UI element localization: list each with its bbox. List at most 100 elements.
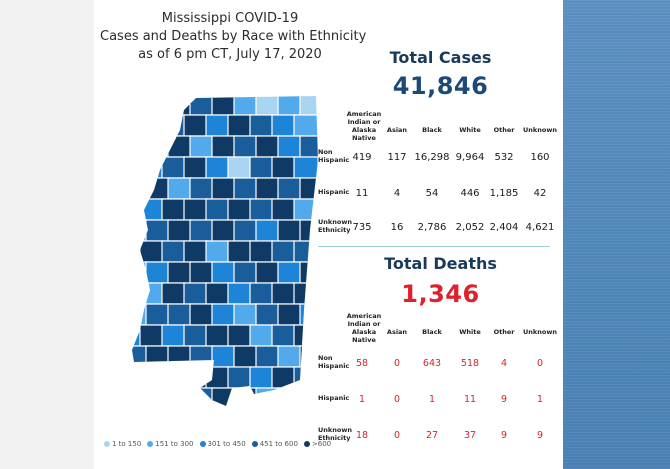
county-shape — [227, 324, 253, 347]
title-line-1: Mississippi COVID-19 — [161, 11, 299, 26]
table-cell: 1 — [428, 394, 436, 405]
county-shape — [277, 177, 303, 200]
county-shape — [167, 303, 193, 326]
county-shape — [277, 96, 303, 116]
county-shape — [161, 366, 187, 389]
county-shape — [183, 324, 209, 347]
column-header: Other — [493, 328, 515, 336]
county-shape — [227, 156, 253, 179]
county-shape — [271, 366, 297, 389]
row-header: Hispanic — [318, 394, 350, 402]
county-shape — [183, 366, 209, 389]
county-shape — [277, 303, 303, 326]
county-shape — [277, 345, 303, 368]
title-line-3: as of 6 pm CT, July 17, 2020 — [138, 47, 322, 62]
legend-label: 451 to 600 — [259, 440, 298, 448]
county-shape — [189, 261, 215, 284]
county-shape — [211, 96, 237, 116]
table-cell: 735 — [352, 222, 372, 233]
row-header: Unknown Ethnicity — [318, 218, 352, 234]
county-shape — [249, 114, 275, 137]
county-shape — [139, 240, 165, 263]
county-shape — [139, 324, 165, 347]
county-shape — [227, 282, 253, 305]
county-shape — [205, 114, 231, 137]
legend-swatch — [104, 441, 110, 447]
table-cell: 0 — [393, 394, 401, 405]
county-shape — [271, 198, 297, 221]
county-shape — [205, 366, 231, 389]
county-shape — [233, 219, 259, 242]
county-shape — [189, 177, 215, 200]
county-shape — [233, 177, 259, 200]
column-header: Black — [422, 328, 442, 336]
legend-label: 301 to 450 — [207, 440, 246, 448]
column-header: White — [459, 328, 481, 336]
county-shape — [211, 261, 237, 284]
county-shape — [277, 261, 303, 284]
legend-swatch — [147, 441, 154, 447]
table-cell: 27 — [425, 430, 439, 441]
table-cell: 1 — [536, 394, 544, 405]
county-shape — [145, 177, 171, 200]
legend-swatch — [199, 441, 206, 447]
table-cell: 16,298 — [414, 152, 450, 163]
row-header: Hispanic — [318, 188, 350, 196]
county-shape — [277, 135, 303, 158]
county-shape — [183, 282, 209, 305]
county-shape — [249, 198, 275, 221]
column-header: Asian — [386, 126, 408, 134]
county-shape — [205, 198, 231, 221]
county-shape — [271, 114, 297, 137]
table-cell: 16 — [390, 222, 404, 233]
county-shape — [255, 303, 281, 326]
county-shape — [205, 156, 231, 179]
legend-label: 151 to 300 — [155, 440, 194, 448]
table-cell: 4,621 — [525, 222, 555, 233]
table-cell: 0 — [536, 358, 544, 369]
county-shape — [132, 96, 149, 116]
county-shape — [255, 345, 281, 368]
county-shape — [205, 324, 231, 347]
county-shape — [167, 261, 193, 284]
county-shape — [293, 366, 318, 389]
county-shape — [211, 387, 237, 406]
table-cell: 1,185 — [489, 188, 519, 199]
column-header: Asian — [386, 328, 408, 336]
county-shape — [183, 198, 209, 221]
right-background — [563, 0, 670, 469]
county-shape — [233, 387, 259, 406]
county-shape — [255, 135, 281, 158]
county-shape — [167, 345, 193, 368]
county-shape — [132, 387, 149, 406]
total-deaths-number: 1,346 — [401, 280, 480, 308]
county-shape — [227, 240, 253, 263]
county-shape — [255, 261, 281, 284]
county-shape — [293, 240, 318, 263]
county-shape — [167, 219, 193, 242]
county-shape — [132, 261, 149, 284]
county-shape — [293, 156, 318, 179]
county-shape — [145, 96, 171, 116]
county-shape — [211, 135, 237, 158]
county-shape — [145, 387, 171, 406]
row-header: Non Hispanic — [318, 354, 350, 370]
county-shape — [167, 387, 193, 406]
county-shape — [161, 240, 187, 263]
table-cell: 9 — [500, 394, 508, 405]
county-shape — [167, 96, 193, 116]
column-header: Black — [422, 126, 442, 134]
mississippi-county-map — [132, 96, 318, 406]
table-cell: 419 — [352, 152, 372, 163]
county-shape — [161, 198, 187, 221]
county-shape — [139, 366, 165, 389]
legend-item: 151 to 300 — [147, 440, 194, 448]
table-cell: 1 — [358, 394, 366, 405]
county-shape — [249, 240, 275, 263]
county-shape — [132, 366, 143, 389]
legend-item: >600 — [303, 440, 331, 448]
county-shape — [293, 324, 318, 347]
table-cell: 117 — [387, 152, 407, 163]
table-cell: 4 — [500, 358, 508, 369]
county-shape — [167, 177, 193, 200]
